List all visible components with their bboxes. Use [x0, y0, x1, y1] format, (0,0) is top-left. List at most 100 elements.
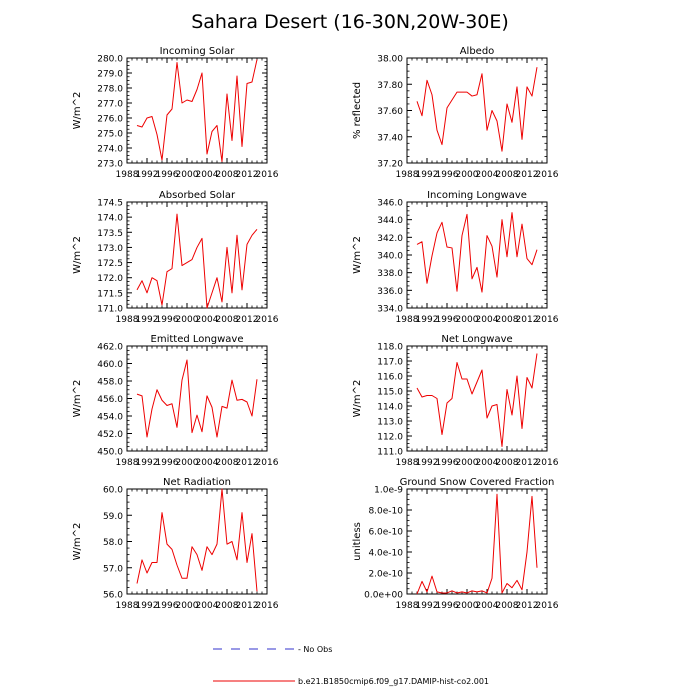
x-tick-label: 1988 — [396, 601, 419, 611]
series-line-0 — [136, 359, 258, 438]
x-tick-label: 2000 — [456, 315, 479, 325]
y-tick-label: 336.0 — [377, 287, 403, 297]
x-tick-label: 2000 — [456, 170, 479, 180]
x-tick-label: 2016 — [256, 315, 279, 325]
x-tick-label: 1992 — [416, 601, 439, 611]
y-tick-label: 116.0 — [377, 373, 403, 383]
y-tick-label: 174.0 — [97, 214, 123, 224]
y-tick-label: 6.0e-10 — [368, 528, 403, 538]
plot-frame — [126, 57, 268, 164]
y-tick-label: 115.0 — [377, 388, 403, 398]
y-tick-label: 113.0 — [377, 418, 403, 428]
chart-title: Emitted Longwave — [151, 334, 244, 345]
series-line-0 — [136, 213, 258, 309]
x-tick-label: 2012 — [236, 601, 259, 611]
x-tick-label: 2000 — [176, 601, 199, 611]
y-tick-label: 57.0 — [103, 564, 123, 574]
x-tick-label: 2012 — [236, 315, 259, 325]
x-tick-label: 1988 — [116, 458, 139, 468]
y-axis-label: unitless — [352, 522, 363, 561]
y-tick-label: 4.0e-10 — [368, 549, 403, 559]
x-tick-label: 2008 — [496, 170, 519, 180]
y-tick-label: 8.0e-10 — [368, 507, 403, 517]
x-tick-label: 1996 — [156, 315, 179, 325]
x-tick-label: 2000 — [456, 601, 479, 611]
y-tick-label: 37.40 — [377, 133, 403, 143]
y-tick-label: 0.0e+00 — [364, 591, 403, 601]
y-axis-label: W/m^2 — [72, 523, 83, 561]
chart-panel-0: Incoming SolarW/m^2198819921996200020042… — [72, 46, 279, 180]
x-tick-label: 2000 — [456, 458, 479, 468]
legend-entry-model: b.e21.B1850cmip6.f09_g17.DAMIP-hist-co2.… — [213, 677, 489, 686]
x-tick-label: 1996 — [156, 458, 179, 468]
panels: Incoming SolarW/m^2198819921996200020042… — [72, 46, 559, 611]
y-tick-label: 118.0 — [377, 343, 403, 353]
y-tick-label: 274.0 — [97, 145, 123, 155]
y-tick-label: 37.20 — [377, 160, 403, 170]
plot-frame — [126, 488, 268, 595]
y-tick-label: 171.0 — [97, 305, 123, 315]
x-tick-label: 2012 — [236, 170, 259, 180]
y-tick-label: 344.0 — [377, 216, 403, 226]
x-tick-label: 2000 — [176, 315, 199, 325]
x-tick-label: 1988 — [116, 170, 139, 180]
plot-frame — [406, 345, 548, 452]
y-tick-label: 59.0 — [103, 512, 123, 522]
plot-frame — [406, 57, 548, 164]
x-tick-label: 1988 — [116, 315, 139, 325]
y-tick-label: 2.0e-10 — [368, 570, 403, 580]
x-tick-label: 2000 — [176, 170, 199, 180]
x-tick-label: 2004 — [196, 458, 219, 468]
x-tick-label: 2008 — [216, 170, 239, 180]
y-tick-label: 172.5 — [97, 259, 123, 269]
x-tick-label: 1996 — [436, 458, 459, 468]
chart-title: Absorbed Solar — [159, 190, 236, 201]
y-tick-label: 462.0 — [97, 343, 123, 353]
x-tick-label: 2012 — [516, 170, 539, 180]
x-tick-label: 2012 — [516, 458, 539, 468]
figure-title: Sahara Desert (16-30N,20W-30E) — [191, 11, 509, 33]
series-line-0 — [416, 353, 538, 447]
chart-panel-6: Net RadiationW/m^21988199219962000200420… — [72, 477, 279, 611]
x-tick-label: 1988 — [396, 170, 419, 180]
y-tick-label: 38.00 — [377, 55, 403, 65]
x-tick-label: 2016 — [536, 458, 559, 468]
series-line-0 — [136, 59, 258, 162]
y-tick-label: 273.0 — [97, 160, 123, 170]
x-tick-label: 1992 — [416, 458, 439, 468]
y-tick-label: 342.0 — [377, 234, 403, 244]
x-tick-label: 2000 — [176, 458, 199, 468]
series-line-0 — [136, 488, 258, 592]
plot-frame — [126, 345, 268, 452]
chart-title: Net Longwave — [441, 334, 512, 345]
y-tick-label: 58.0 — [103, 538, 123, 548]
y-tick-label: 111.0 — [377, 448, 403, 458]
x-tick-label: 1996 — [156, 170, 179, 180]
y-tick-label: 1.0e-9 — [374, 486, 403, 496]
chart-panel-2: Absorbed SolarW/m^2198819921996200020042… — [72, 190, 279, 325]
x-tick-label: 2012 — [516, 315, 539, 325]
chart-panel-5: Net Longwave W/m^2 19881992199620002004200… — [352, 334, 559, 468]
chart-title: Albedo — [460, 46, 495, 57]
y-tick-label: 334.0 — [377, 305, 403, 315]
y-axis-label: W/m^2 — [72, 236, 83, 274]
x-tick-label: 1988 — [116, 601, 139, 611]
x-tick-label: 2004 — [196, 315, 219, 325]
y-axis-label: W/m^2 — [72, 92, 83, 130]
y-axis-label: W/m^2 — [352, 236, 363, 274]
y-tick-label: 275.0 — [97, 130, 123, 140]
x-tick-label: 2012 — [516, 601, 539, 611]
x-tick-label: 2004 — [476, 458, 499, 468]
x-tick-label: 2004 — [196, 170, 219, 180]
y-tick-label: 340.0 — [377, 252, 403, 262]
y-tick-label: 450.0 — [97, 448, 123, 458]
y-tick-label: 460.0 — [97, 360, 123, 370]
y-tick-label: 56.0 — [103, 591, 123, 601]
y-tick-label: 277.0 — [97, 100, 123, 110]
y-tick-label: 173.5 — [97, 229, 123, 239]
y-tick-label: 117.0 — [377, 358, 403, 368]
x-tick-label: 1988 — [396, 315, 419, 325]
chart-title: Net Radiation — [163, 477, 231, 488]
y-tick-label: 114.0 — [377, 403, 403, 413]
x-tick-label: 2016 — [536, 170, 559, 180]
